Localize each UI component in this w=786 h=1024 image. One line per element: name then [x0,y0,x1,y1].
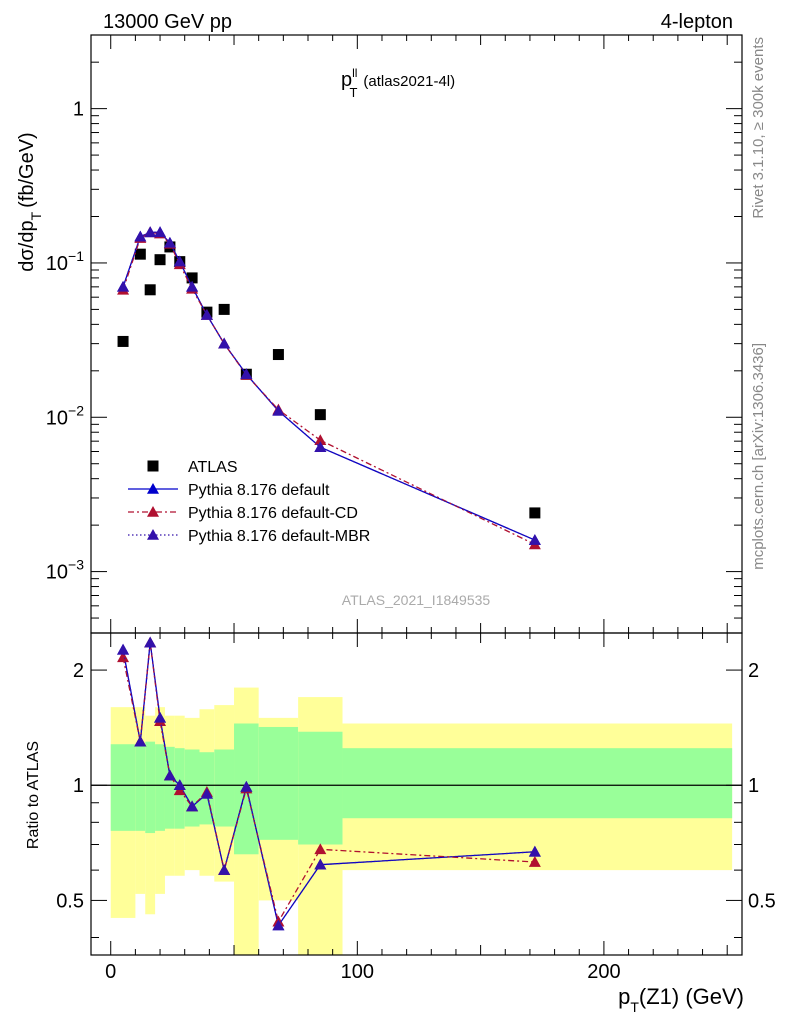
ratio-point [218,864,231,875]
watermark: ATLAS_2021_I1849535 [342,592,491,608]
stat-uncertainty-band [258,726,299,840]
data-point-mc [117,280,130,292]
y-tick-label: 10−3 [46,557,84,584]
data-point-atlas [154,254,166,266]
stat-uncertainty-band [342,748,733,819]
x-tick-label: 0 [105,961,116,983]
legend-label: Pythia 8.176 default-CD [188,505,358,522]
legend-label: Pythia 8.176 default [188,482,330,499]
stat-uncertainty-band [184,749,200,827]
data-point-atlas [529,507,541,519]
stat-uncertainty-band [298,731,343,845]
ratio-frame [90,632,743,956]
data-point-mc [240,368,253,380]
data-point-atlas [272,349,284,361]
ratio-point [272,919,285,931]
legend-entry: ATLAS [147,459,238,476]
x-tick-label: 100 [341,961,374,983]
header-left: 13000 GeV pp [103,11,232,33]
legend-marker [147,483,159,494]
data-point-atlas [144,284,156,296]
ratio-y-tick-label: 1 [73,775,84,797]
stat-uncertainty-band [135,744,146,831]
data-point-mc [173,255,186,267]
ratio-y-tick-label: 2 [748,660,759,682]
stat-uncertainty-band [164,746,175,829]
rivet-label: Rivet 3.1.10, ≥ 300k events [750,37,767,219]
data-point-mc [272,404,285,416]
data-point-atlas [117,335,129,347]
data-point-mc [186,280,199,292]
ratio-point [117,651,130,663]
mcplots-label: mcplots.cern.ch [arXiv:1306.3436] [750,343,767,570]
ratio-y-tick-label: 2 [73,660,84,682]
stat-uncertainty-band [155,744,165,831]
ratio-point [240,780,253,792]
ratio-point [200,787,213,799]
data-point-mc [314,434,327,446]
data-point-mc [314,441,327,452]
ratio-point [117,643,130,655]
ratio-y-tick-label: 1 [748,775,759,797]
y-tick-label: 1 [73,99,84,121]
main-ylabel: dσ/dpT(fb/GeV) [16,132,44,271]
ratio-point [528,856,541,867]
svg-text:dσ/dpT(fb/GeV): dσ/dpT(fb/GeV) [16,132,44,271]
data-point-mc [218,337,231,349]
ratio-point [186,800,199,812]
chart-marks: 0 100 200 1 10−1 10−2 10−3 2 2 1 1 0.5 0.5 ATLAS Pythi… [46,34,776,983]
data-point-mc [163,236,176,248]
ratio-ylabel: Ratio to ATLAS [25,741,42,849]
data-point-mc [200,308,213,320]
legend-label: ATLAS [188,459,238,476]
ratio-point [314,843,327,855]
x-axis-label: pT(Z1) (GeV) [618,984,744,1015]
data-point-atlas [218,303,230,315]
ratio-point [154,711,167,723]
y-tick-label: 10−1 [46,248,84,275]
ratio-point [144,636,157,648]
legend-label: Pythia 8.176 default-MBR [188,528,370,545]
x-tick-label: 200 [587,961,620,983]
data-point-mc [144,226,157,238]
ratio-point [173,779,186,791]
main-title: pll T(atlas2021-4l) [341,66,455,100]
legend-marker [147,460,159,472]
data-point-mc [528,534,541,545]
ratio-point [528,845,541,857]
ratio-y-tick-label: 0.5 [56,890,84,912]
ratio-point [314,858,327,870]
legend-entry: Pythia 8.176 default [128,482,330,499]
stat-uncertainty-band [214,749,235,827]
ratio-point [163,769,176,781]
legend-marker [147,506,159,517]
ratio-y-tick-label: 0.5 [748,890,776,912]
data-point-atlas [186,272,198,284]
ratio-point [134,735,147,747]
stat-uncertainty-band [145,741,156,834]
data-point-atlas [134,248,146,260]
legend-marker [147,529,159,540]
y-tick-label: 10−2 [46,402,84,429]
data-point-atlas [314,409,326,421]
legend-entry: Pythia 8.176 default-MBR [128,528,370,545]
data-point-mc [154,226,167,238]
stat-uncertainty-band [110,744,136,831]
header-right: 4-lepton [661,11,733,33]
legend-entry: Pythia 8.176 default-CD [128,505,358,522]
data-point-mc [134,230,147,242]
